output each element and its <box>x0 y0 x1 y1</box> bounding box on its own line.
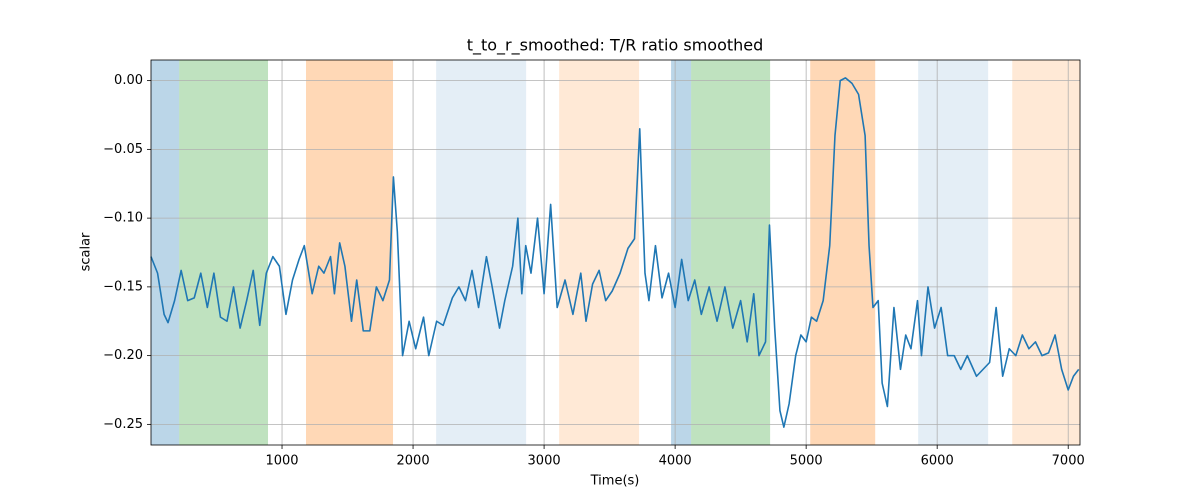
shaded-span <box>1012 60 1080 445</box>
x-axis-label: Time(s) <box>590 474 640 489</box>
x-tick-label: 5000 <box>790 454 823 469</box>
x-tick-label: 6000 <box>921 454 954 469</box>
y-tick-label: −0.15 <box>103 279 143 294</box>
x-tick-label: 4000 <box>659 454 692 469</box>
shaded-span <box>671 60 692 445</box>
chart-title: t_to_r_smoothed: T/R ratio smoothed <box>467 36 764 56</box>
y-tick-label: −0.20 <box>103 348 143 363</box>
x-tick-label: 3000 <box>528 454 561 469</box>
x-tick-label: 2000 <box>397 454 430 469</box>
shaded-span <box>436 60 527 445</box>
shaded-span <box>691 60 771 445</box>
x-tick-label: 7000 <box>1052 454 1085 469</box>
axes-frame <box>150 59 1081 446</box>
y-tick-label: −0.25 <box>103 417 143 432</box>
y-tick-label: −0.05 <box>103 142 143 157</box>
data-line <box>150 77 1080 428</box>
shaded-span <box>179 60 269 445</box>
y-tick-label: 0.00 <box>114 73 143 88</box>
y-axis-label: scalar <box>79 232 94 271</box>
shaded-span <box>918 60 989 445</box>
shaded-span <box>306 60 394 445</box>
shaded-span <box>810 60 876 445</box>
y-tick-label: −0.10 <box>103 211 143 226</box>
x-tick-label: 1000 <box>265 454 298 469</box>
shaded-span <box>151 60 180 445</box>
shaded-span <box>559 60 640 445</box>
